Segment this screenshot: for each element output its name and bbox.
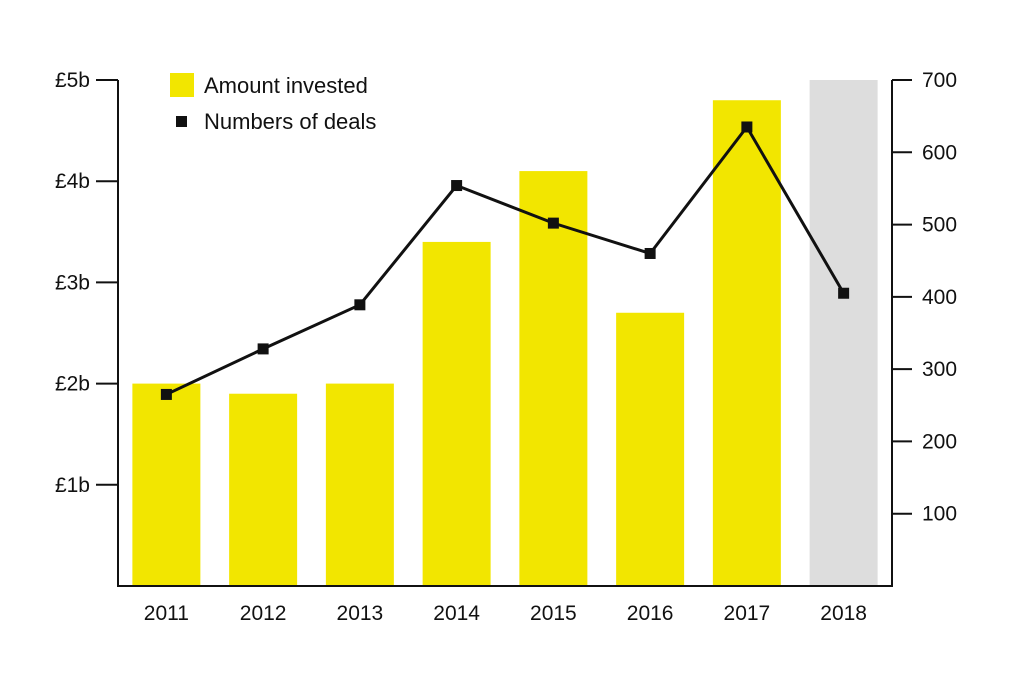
x-tick-label-2014: 2014 <box>433 602 480 625</box>
x-tick-label-2017: 2017 <box>724 602 771 625</box>
left-tick-label: £2b <box>55 373 90 396</box>
left-tick-label: £1b <box>55 474 90 497</box>
x-tick-label-2012: 2012 <box>240 602 287 625</box>
deals-point-2014 <box>451 180 463 192</box>
legend: Amount invested Numbers of deals <box>170 73 376 134</box>
left-tick-label: £5b <box>55 69 90 92</box>
legend-label-amount: Amount invested <box>204 73 368 98</box>
bar-2012 <box>229 393 298 586</box>
legend-label-deals: Numbers of deals <box>204 109 376 134</box>
bar-2017 <box>712 100 781 587</box>
bar-2014 <box>422 241 491 587</box>
deals-point-2016 <box>644 247 656 259</box>
x-tick-label-2011: 2011 <box>144 602 189 625</box>
right-tick-label: 400 <box>922 286 957 309</box>
left-tick-label: £3b <box>55 271 90 294</box>
deals-point-2013 <box>354 299 366 311</box>
bar-2011 <box>132 383 201 586</box>
bar-2015 <box>519 171 588 586</box>
right-tick-label: 600 <box>922 141 957 164</box>
legend-swatch-amount <box>170 73 194 97</box>
right-tick-label: 300 <box>922 358 957 381</box>
deals-line-group <box>160 121 850 400</box>
axes-group: £1b £2b £3b £4b £5b 100 200 300 400 500 600 700 2011… <box>55 69 957 625</box>
right-tick-label: 100 <box>922 503 957 526</box>
right-tick-label: 500 <box>922 214 957 237</box>
deals-point-2018 <box>838 287 850 299</box>
x-tick-label-2018: 2018 <box>820 602 867 625</box>
bar-2016 <box>616 312 685 586</box>
x-tick-label-2016: 2016 <box>627 602 674 625</box>
left-tick-label: £4b <box>55 170 90 193</box>
x-tick-label-2015: 2015 <box>530 602 577 625</box>
right-tick-label: 700 <box>922 69 957 92</box>
deals-point-2012 <box>257 343 269 355</box>
bars-group <box>132 80 878 587</box>
deals-point-2011 <box>160 388 172 400</box>
bar-2018 <box>809 80 878 586</box>
legend-swatch-deals <box>176 116 187 127</box>
deals-polyline <box>165 124 845 396</box>
deals-point-2015 <box>547 217 559 229</box>
bar-2013 <box>325 383 394 586</box>
right-tick-label: 200 <box>922 430 957 453</box>
x-tick-label-2013: 2013 <box>337 602 384 625</box>
deals-point-2017 <box>741 121 753 133</box>
